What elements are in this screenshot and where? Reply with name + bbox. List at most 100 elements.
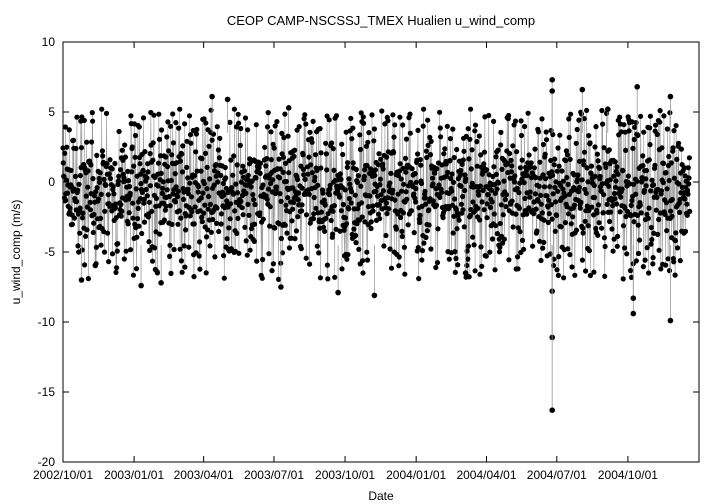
data-point (218, 211, 225, 217)
data-point (343, 129, 349, 135)
data-point (186, 113, 193, 119)
data-point (346, 206, 352, 212)
data-point (514, 149, 520, 155)
data-point (493, 223, 499, 229)
data-point (447, 157, 453, 164)
data-point (634, 212, 641, 218)
data-point (215, 147, 221, 153)
data-point (541, 239, 547, 245)
data-point (268, 157, 274, 163)
data-point (338, 208, 344, 214)
data-point (88, 162, 94, 168)
data-point (342, 187, 348, 193)
data-point (437, 125, 443, 131)
data-point (211, 182, 217, 188)
data-point (98, 242, 104, 248)
data-point (625, 173, 632, 179)
data-point (611, 173, 617, 179)
data-point (612, 159, 618, 165)
data-point (179, 169, 186, 175)
data-point (595, 158, 601, 164)
data-point (257, 210, 263, 216)
data-point (242, 115, 249, 121)
data-point (485, 192, 491, 198)
data-point (364, 163, 370, 169)
data-point (643, 183, 649, 189)
data-point (292, 236, 298, 242)
data-point (468, 106, 474, 112)
data-point (99, 106, 105, 112)
data-point (665, 256, 671, 262)
data-point (93, 261, 99, 267)
data-point (610, 203, 616, 209)
data-point (404, 196, 410, 202)
data-point (130, 200, 136, 206)
data-point (405, 222, 411, 228)
data-point (472, 268, 478, 274)
data-point (671, 259, 677, 265)
data-point (386, 206, 392, 212)
data-point (418, 180, 425, 187)
data-point (423, 234, 429, 241)
data-point (684, 212, 690, 218)
data-point (465, 126, 471, 132)
data-point (602, 273, 608, 279)
outlier-point (462, 270, 469, 276)
data-point (199, 214, 205, 220)
data-point (332, 274, 338, 280)
data-point (116, 128, 122, 135)
data-point (139, 189, 145, 195)
data-point (159, 190, 165, 196)
data-point (567, 252, 573, 258)
data-point (401, 244, 407, 250)
outlier-point (138, 282, 144, 289)
data-point (666, 153, 672, 160)
data-point (674, 156, 680, 162)
data-point (97, 170, 103, 176)
data-point (226, 225, 232, 231)
data-point (522, 123, 528, 130)
data-point (130, 215, 136, 221)
data-point (218, 172, 224, 179)
data-point (586, 133, 592, 139)
x-tick-label: 2004/01/01 (386, 468, 446, 482)
data-point (116, 173, 122, 179)
data-point (224, 236, 230, 242)
data-point (110, 184, 116, 190)
data-point (579, 257, 586, 263)
data-point (339, 141, 345, 147)
data-point (270, 261, 276, 267)
data-point (591, 269, 597, 275)
data-point (666, 177, 672, 184)
data-point (660, 180, 666, 186)
data-point (311, 211, 317, 217)
data-point (451, 154, 457, 161)
data-point (558, 224, 564, 230)
data-point (565, 211, 572, 217)
data-point (646, 270, 652, 276)
data-point (306, 191, 312, 197)
data-point (206, 143, 212, 149)
data-point (555, 272, 562, 278)
data-point (446, 206, 452, 212)
data-point (643, 167, 650, 174)
data-point (300, 152, 306, 158)
data-point (83, 233, 89, 239)
data-point (168, 270, 174, 276)
data-point (324, 167, 330, 173)
data-point (618, 194, 624, 200)
data-point (351, 226, 357, 232)
data-point (430, 198, 436, 204)
data-point (243, 238, 249, 244)
data-point (302, 112, 308, 118)
data-point (164, 164, 171, 170)
data-point (163, 203, 169, 209)
data-point (189, 194, 195, 200)
data-point (206, 193, 212, 200)
data-point (330, 208, 336, 214)
data-point (168, 177, 174, 184)
data-point (284, 230, 290, 236)
data-point (101, 176, 107, 182)
data-point (527, 194, 533, 200)
data-point (198, 195, 204, 201)
